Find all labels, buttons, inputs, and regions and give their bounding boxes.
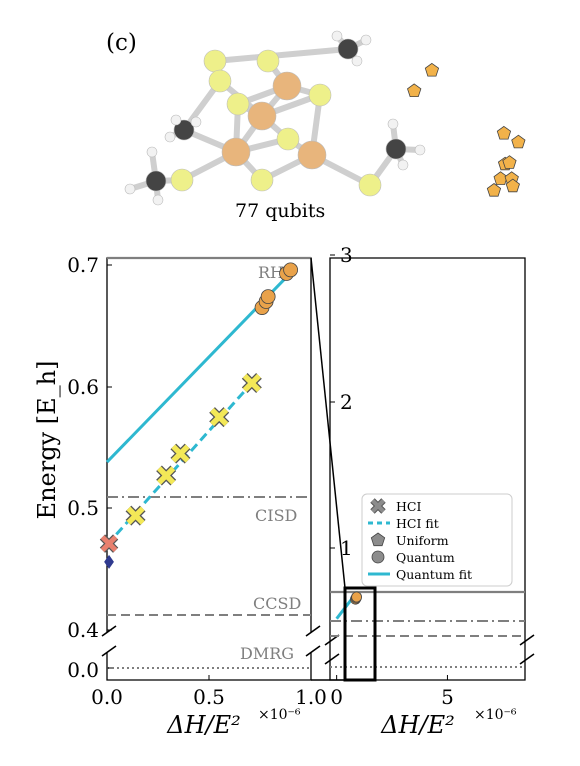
left-frame-top	[106, 257, 312, 632]
iron-atom	[297, 140, 327, 170]
legend-label: Quantum fit	[396, 567, 472, 582]
hydrogen-atom	[170, 114, 182, 126]
hci-point	[210, 408, 229, 427]
panel-label: (c)	[106, 30, 137, 56]
hci-extrapolated-point	[100, 535, 118, 552]
x-multiplier-right: ×10⁻⁶	[474, 707, 517, 723]
x-tick-label-right: 5	[441, 685, 454, 709]
bond	[212, 46, 351, 64]
y-tick-label: 0.6	[67, 375, 99, 399]
zoom-box	[343, 586, 377, 682]
y-tick-label-right: 3	[340, 243, 353, 267]
qubit-count-caption: 77 qubits	[235, 200, 325, 222]
uniform-point	[424, 62, 440, 77]
y-tick-label: 0.4	[67, 618, 99, 642]
hci-point	[157, 466, 176, 485]
sulfur-atom	[358, 173, 382, 197]
legend-label: Quantum	[396, 550, 455, 565]
hydrogen-atom	[414, 144, 426, 156]
legend-uniform-icon	[370, 532, 386, 547]
hydrogen-atom	[360, 34, 372, 46]
sulfur-atom	[170, 168, 194, 192]
y-tick-label-right: 2	[340, 390, 353, 414]
uniform-point	[486, 183, 502, 197]
uniform-point	[502, 155, 517, 169]
legend-box	[361, 493, 513, 587]
y-tick-label: 0.0	[67, 658, 99, 682]
zoom-connectors	[310, 257, 377, 682]
quantum-point	[283, 262, 299, 278]
extrapolated-point	[104, 554, 114, 569]
zoom-connector	[310, 257, 346, 589]
legend-label: HCI fit	[396, 516, 439, 531]
legend: HCI HCI fit Uniform Quantum Quantum fit	[361, 493, 513, 587]
sulfur-atom	[256, 49, 280, 73]
axis-break-mark	[519, 653, 535, 665]
x-axis-label-right: ΔH/E²	[380, 711, 455, 739]
iron-atom	[272, 71, 302, 101]
hci-point	[171, 444, 190, 463]
axis-break-mark	[305, 645, 321, 657]
iron-atom	[247, 101, 277, 131]
uniform-point	[505, 178, 520, 193]
hydrogen-atom	[331, 30, 343, 42]
hydrogen-atom	[351, 55, 363, 67]
x-tick-label: 0.5	[193, 685, 225, 709]
hydrogen-atom	[152, 194, 164, 206]
sulfur-atom	[208, 69, 232, 93]
axis-break-mark	[101, 625, 117, 637]
y-tick-label: 0.7	[67, 253, 99, 277]
quantum-point	[260, 289, 276, 305]
uniform-point	[496, 125, 512, 140]
sulfur-atom	[276, 127, 300, 151]
legend-label: HCI	[396, 499, 421, 514]
x-tick-label: 0.0	[91, 685, 123, 709]
uniform-point	[511, 134, 526, 149]
hydrogen-atom	[146, 146, 158, 158]
sulfur-atom	[203, 49, 227, 73]
carbon-atom	[145, 170, 167, 192]
axis-break-mark	[305, 625, 321, 637]
hydrogen-atom	[397, 159, 409, 171]
axis-break-mark	[324, 653, 340, 665]
hci-point	[126, 506, 145, 525]
iron-atom	[221, 137, 251, 167]
carbon-atom	[385, 138, 407, 160]
uniform-point	[407, 83, 422, 97]
hydrogen-atom	[190, 116, 202, 128]
hci-point	[242, 373, 261, 393]
ref-label-cisd: CISD	[255, 506, 297, 525]
legend-label: Uniform	[396, 533, 449, 548]
hydrogen-atom	[387, 118, 399, 130]
hydrogen-atom	[124, 183, 136, 195]
x-multiplier-left: ×10⁻⁶	[258, 707, 301, 723]
x-tick-label: 1.0	[295, 685, 327, 709]
legend-quantum-icon	[371, 550, 385, 564]
sulfur-atom	[250, 168, 274, 192]
x-axis-label-left: ΔH/E²	[166, 711, 241, 739]
sulfur-atom	[308, 83, 332, 107]
axis-break-mark	[519, 634, 535, 646]
right-frame	[329, 257, 526, 681]
right-plot: 1 2 3 0 5ΔH/E² ×10⁻⁶	[324, 62, 535, 739]
ref-label-ccsd: CCSD	[253, 594, 301, 613]
legend-hci-icon	[371, 499, 385, 513]
y-tick-label-right: 1	[340, 536, 353, 560]
sulfur-atom	[226, 92, 250, 116]
ref-label-dmrg: DMRG	[240, 644, 294, 663]
molecule-illustration	[124, 30, 426, 206]
carbon-atom	[173, 119, 195, 141]
carbon-atom	[337, 38, 359, 60]
y-axis-label: Energy [E_h]	[33, 361, 61, 520]
axis-break-mark	[101, 645, 117, 657]
quantum-point-right	[351, 591, 362, 603]
y-tick-label: 0.5	[67, 496, 99, 520]
hydrogen-atom	[164, 131, 176, 143]
x-tick-label-right: 0	[330, 685, 343, 709]
